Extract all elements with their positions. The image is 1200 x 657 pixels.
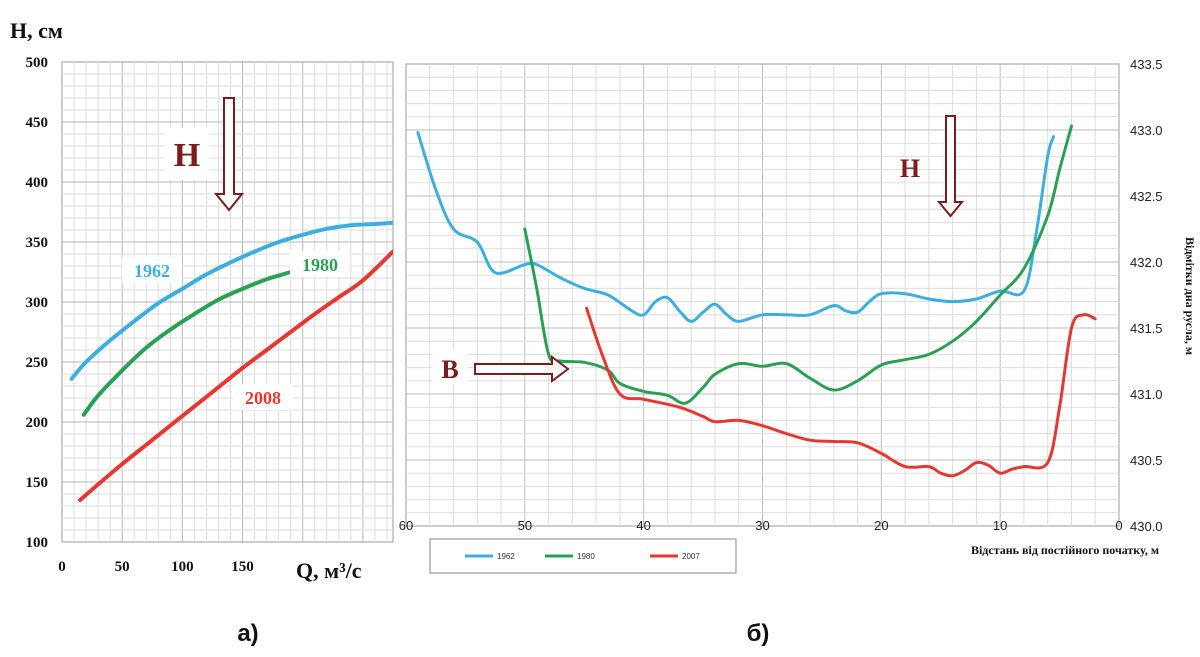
- y-tick-label: 431.5: [1130, 321, 1163, 336]
- chart-a-x-label: Q, м³/с: [296, 558, 362, 583]
- y-tick-label: 431.0: [1130, 387, 1163, 402]
- y-tick-label: 400: [26, 175, 49, 191]
- series-line-2007: [585, 306, 1097, 478]
- panel-label-a: а): [237, 620, 258, 647]
- chart-b-series: [416, 124, 1097, 478]
- series-line-1980: [523, 124, 1073, 405]
- x-tick-label: 0: [1115, 518, 1122, 533]
- chart-b-legend: 1962 1980 2007: [429, 538, 737, 574]
- x-tick-label: 60: [399, 518, 413, 533]
- chart-b-x-label: Відстань від постійного початку, м: [971, 543, 1159, 557]
- series-label-2008: 2008: [245, 388, 281, 408]
- chart-b-h-label: H: [900, 154, 920, 183]
- y-tick-label: 150: [26, 475, 49, 491]
- chart-b-x-ticks: 60 50 40 30 20 10 0: [399, 518, 1123, 533]
- x-tick-label: 100: [171, 559, 194, 575]
- series-label-1980: 1980: [302, 255, 338, 275]
- series-line-2008: [78, 249, 393, 502]
- y-tick-label: 100: [26, 535, 49, 551]
- chart-a-h-label: H: [174, 137, 200, 174]
- series-line-1962: [69, 220, 393, 381]
- chart-b-y-ticks: 430.0 430.5 431.0 431.5 432.0 432.5 433.0 433.5: [1130, 57, 1163, 534]
- x-tick-label: 10: [993, 518, 1007, 533]
- x-tick-label: 20: [874, 518, 888, 533]
- chart-b-h-annotation: H: [900, 115, 965, 218]
- chart-a-y-ticks: 100 150 200 250 300 350 400 450 500: [26, 55, 49, 551]
- y-tick-label: 430.0: [1130, 519, 1163, 534]
- x-tick-label: 50: [115, 559, 130, 575]
- x-tick-label: 40: [636, 518, 650, 533]
- chart-b-b-annotation: B: [432, 350, 570, 384]
- chart-a-x-ticks: 0 50 100 150: [58, 559, 254, 575]
- x-tick-label: 0: [58, 559, 66, 575]
- chart-a: 100 150 200 250 300 350 400 450 500 0 50 100 150 19…: [10, 18, 394, 583]
- chart-b-y-label: Відмітки дна русла, м: [1183, 237, 1197, 355]
- y-tick-label: 250: [26, 355, 49, 371]
- chart-a-series: [69, 220, 393, 502]
- y-tick-label: 433.5: [1130, 57, 1163, 72]
- legend-label-1980: 1980: [577, 552, 595, 561]
- legend-label-1962: 1962: [497, 552, 515, 561]
- series-label-bg: [290, 251, 350, 277]
- x-tick-label: 150: [231, 559, 254, 575]
- series-line-1962: [416, 131, 1056, 323]
- arrow-down-icon: [936, 115, 965, 218]
- chart-a-series-labels: 1962 1980 2008: [122, 251, 350, 410]
- chart-a-h-annotation: H: [165, 97, 245, 212]
- y-tick-label: 500: [26, 55, 49, 71]
- series-label-bg: [122, 257, 182, 283]
- legend-label-2007: 2007: [682, 552, 700, 561]
- y-tick-label: 432.0: [1130, 255, 1163, 270]
- y-tick-label: 430.5: [1130, 453, 1163, 468]
- series-line-1980: [81, 270, 293, 417]
- chart-a-y-label: H, см: [10, 18, 63, 43]
- x-tick-label: 30: [755, 518, 769, 533]
- y-tick-label: 433.0: [1130, 123, 1163, 138]
- y-tick-label: 450: [26, 115, 49, 131]
- arrow-right-icon: [474, 355, 570, 383]
- y-tick-label: 200: [26, 415, 49, 431]
- panel-label-b: б): [747, 620, 770, 647]
- arrow-down-icon: [213, 97, 245, 212]
- chart-b: 430.0 430.5 431.0 431.5 432.0 432.5 433.0 433.5…: [399, 57, 1197, 574]
- y-tick-label: 300: [26, 295, 49, 311]
- chart-b-b-label: B: [441, 355, 458, 384]
- y-tick-label: 350: [26, 235, 49, 251]
- x-tick-label: 50: [518, 518, 532, 533]
- series-label-1962: 1962: [134, 261, 170, 281]
- series-label-bg: [233, 384, 293, 410]
- y-tick-label: 432.5: [1130, 189, 1163, 204]
